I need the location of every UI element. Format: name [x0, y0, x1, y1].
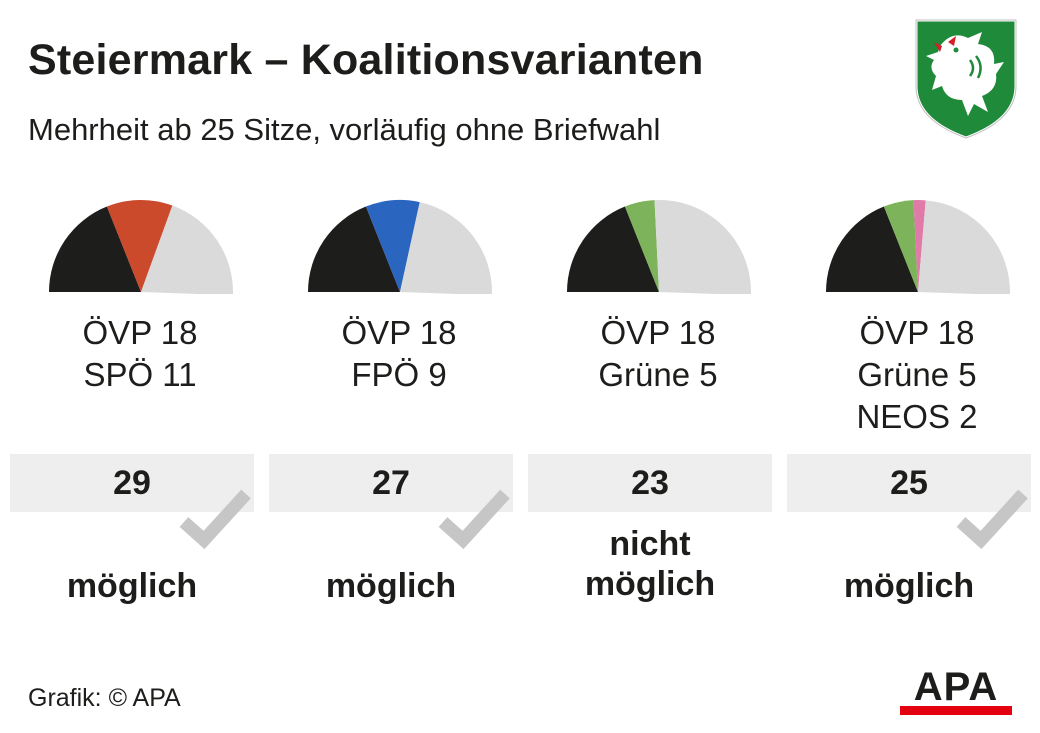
slice-övp — [49, 206, 141, 292]
coalition-parties: ÖVP 18 Grüne 5 NEOS 2 — [787, 312, 1040, 438]
party-label: ÖVP 18 — [341, 314, 457, 351]
slice-spö — [106, 200, 173, 292]
party-label: NEOS 2 — [856, 398, 978, 435]
seat-arc-chart — [308, 200, 492, 294]
apa-logo-bar — [900, 706, 1012, 715]
slice-övp — [567, 206, 659, 292]
styria-coat-of-arms-icon — [914, 18, 1018, 140]
slice-övp — [826, 206, 918, 292]
result-line: nicht — [609, 525, 691, 563]
party-label: FPÖ 9 — [351, 356, 447, 393]
party-label: ÖVP 18 — [600, 314, 716, 351]
coalition-result: möglich — [10, 566, 254, 606]
coalition-result: nicht möglich — [528, 524, 772, 604]
coalition-parties: ÖVP 18 SPÖ 11 — [10, 312, 270, 396]
page-subtitle: Mehrheit ab 25 Sitze, vorläufig ohne Bri… — [28, 112, 661, 147]
party-label: Grüne 5 — [598, 356, 718, 393]
checkmark-icon — [179, 489, 251, 550]
page-title: Steiermark – Koalitionsvarianten — [28, 36, 704, 84]
slice-remaining-seats — [918, 200, 1010, 294]
party-label: Grüne 5 — [857, 356, 977, 393]
source-credit: Grafik: © APA — [28, 684, 181, 712]
seat-arc-chart — [826, 199, 1010, 294]
apa-logo-text: APA — [913, 665, 999, 709]
coalition-1: ÖVP 18 SPÖ 11 29 möglich — [10, 190, 270, 630]
result-line: möglich — [584, 565, 716, 603]
slice-neos — [913, 199, 926, 292]
party-label: ÖVP 18 — [859, 314, 975, 351]
seat-total-box: 23 — [528, 454, 772, 512]
checkmark-icon — [438, 489, 510, 550]
coalition-result: möglich — [269, 566, 513, 606]
coalition-parties: ÖVP 18 FPÖ 9 — [269, 312, 529, 396]
coalition-4: ÖVP 18 Grüne 5 NEOS 2 25 möglich — [787, 190, 1040, 630]
slice-övp — [308, 206, 400, 292]
seat-total: 27 — [372, 464, 410, 502]
result-line: möglich — [843, 567, 975, 605]
seat-total: 23 — [631, 464, 669, 502]
result-line: möglich — [66, 567, 198, 605]
slice-remaining-seats — [141, 205, 233, 294]
seat-arc-chart — [49, 200, 233, 294]
seat-total: 29 — [113, 464, 151, 502]
apa-logo: APA — [900, 666, 1012, 716]
party-label: ÖVP 18 — [82, 314, 198, 351]
coalition-3: ÖVP 18 Grüne 5 23 nicht möglich — [528, 190, 788, 630]
coalition-result: möglich — [787, 566, 1031, 606]
seat-total-box: 29 — [10, 454, 254, 512]
seat-total-box: 27 — [269, 454, 513, 512]
slice-remaining-seats — [654, 200, 751, 294]
seat-arc-chart — [567, 200, 751, 294]
seat-total-box: 25 — [787, 454, 1031, 512]
slice-remaining-seats — [400, 202, 492, 294]
result-line: möglich — [325, 567, 457, 605]
party-label: SPÖ 11 — [83, 356, 197, 393]
slice-fpö — [365, 200, 420, 292]
slice-grüne — [883, 200, 918, 292]
coalition-parties: ÖVP 18 Grüne 5 — [528, 312, 788, 396]
slice-grüne — [624, 200, 659, 292]
coalition-2: ÖVP 18 FPÖ 9 27 möglich — [269, 190, 529, 630]
seat-total: 25 — [890, 464, 928, 502]
checkmark-icon — [956, 489, 1028, 550]
